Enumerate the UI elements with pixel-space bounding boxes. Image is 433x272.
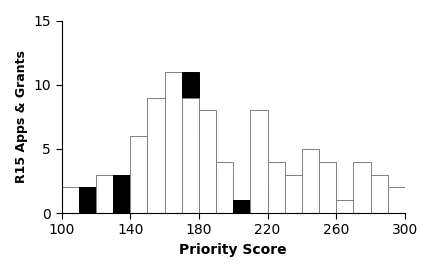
Bar bbox=[79, 187, 96, 213]
Bar bbox=[182, 72, 199, 213]
Bar bbox=[61, 187, 79, 213]
Bar bbox=[199, 110, 216, 213]
Y-axis label: R15 Apps & Grants: R15 Apps & Grants bbox=[15, 50, 28, 183]
Bar bbox=[96, 175, 113, 213]
Bar bbox=[147, 136, 165, 213]
Bar bbox=[216, 162, 233, 213]
Bar bbox=[319, 162, 336, 213]
Bar bbox=[388, 187, 405, 213]
Bar bbox=[199, 136, 216, 213]
Bar bbox=[250, 110, 268, 213]
Bar bbox=[182, 97, 199, 213]
Bar bbox=[336, 200, 353, 213]
Bar bbox=[371, 175, 388, 213]
Bar bbox=[353, 162, 371, 213]
Bar bbox=[165, 72, 182, 213]
Bar bbox=[113, 175, 130, 213]
Bar bbox=[285, 175, 302, 213]
Bar bbox=[285, 175, 302, 213]
Bar bbox=[233, 200, 250, 213]
Bar bbox=[268, 187, 285, 213]
Bar bbox=[147, 97, 165, 213]
Bar bbox=[302, 149, 319, 213]
Bar bbox=[216, 175, 233, 213]
Bar bbox=[130, 136, 147, 213]
Bar bbox=[268, 162, 285, 213]
Bar bbox=[165, 97, 182, 213]
X-axis label: Priority Score: Priority Score bbox=[179, 243, 287, 257]
